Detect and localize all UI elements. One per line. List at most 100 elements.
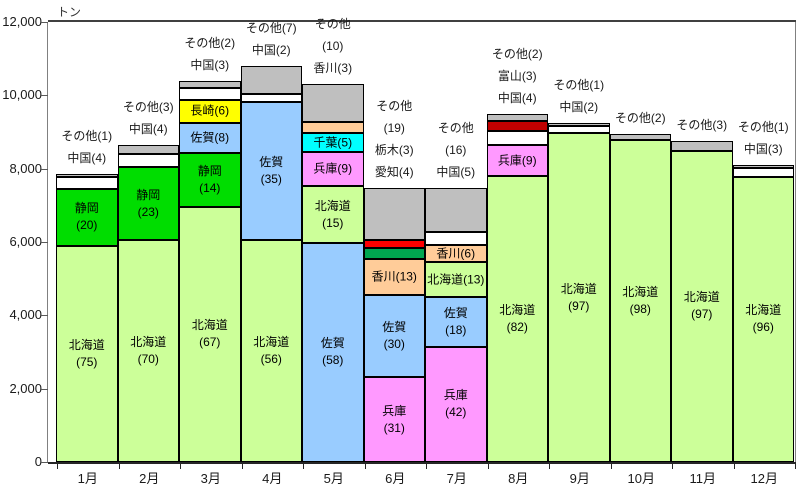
bar-segment-北海道 [302,186,364,243]
above-bar-label-line: (10) [322,39,344,54]
bar-segment-その他 [117,144,179,155]
bar-segment-兵庫 [486,145,548,177]
y-tick-mark [41,95,48,97]
x-tick-mark [610,464,612,469]
bar-segment-その他 [425,187,487,232]
bar-column-3月: 北海道 (67) 静岡 (14) 佐賀(8) 長崎(6) その他(2) 中国(3) [179,22,241,462]
y-axis-unit-label: トン [57,5,82,19]
bar-segment-中国 [117,154,179,168]
bar-column-4月: 北海道 (56) 佐賀 (35) その他(7) 中国(2) [240,21,302,462]
x-tick-mark [118,464,120,469]
x-tick-mark [303,464,304,469]
y-tick-label: 10,000 [2,87,42,103]
bar-segment-北海道 [486,176,548,462]
bar-segment-長崎 [179,99,241,123]
bar-segment-中国 [56,177,118,189]
above-bar-labels: その他(2) 中国(3) [153,32,267,76]
x-tick-mark [364,464,366,469]
above-bar-labels: その他(2) 富山(3) 中国(4) [461,43,575,109]
bar-segment-香川 [363,259,425,295]
above-bar-labels: その他(1) 中国(4) [30,125,144,169]
above-bar-labels: その他(1) 中国(2) [522,74,636,118]
x-axis-label: 1月 [77,471,98,486]
bar-segment-その他 [548,122,610,127]
x-axis-label: 9月 [569,471,590,486]
bar-segment-北海道 [671,150,733,462]
bar-segment-富山 [486,120,548,132]
above-bar-label-line: 中国(4) [497,90,537,105]
x-axis-label: 4月 [262,471,283,486]
bar-column-12月: 北海道 (96) その他(1) 中国(3) [732,22,794,462]
x-tick-mark [57,464,58,469]
bar-segment-その他 [240,66,302,94]
y-tick-label: 4,000 [9,307,42,323]
plot-area: 北海道 (75) 静岡 (20) その他(1) 中国(4) 北海道 (70) 静岡 (23) その他… [48,17,796,462]
above-bar-label-line: 中国(5) [436,164,476,179]
bar-segment-静岡 [179,153,241,207]
above-bar-label-line: その他 [314,17,351,32]
above-bar-label-line: その他(2) [184,35,236,50]
bars-row: 北海道 (75) 静岡 (20) その他(1) 中国(4) 北海道 (70) 静岡 (23) その他… [56,17,794,462]
bar-segment-北海道 [240,240,302,462]
y-tick-label: 8,000 [9,160,42,176]
above-bar-labels: その他(3) 中国(4) [92,96,206,140]
x-tick-mark [180,464,181,469]
y-tick-label: 0 [34,454,42,469]
above-bar-label-line: (16) [445,142,467,157]
above-bar-label-line: その他 [376,98,413,113]
bar-segment-兵庫 [363,376,425,462]
bar-segment-北海道 [732,176,794,462]
x-tick-mark [795,464,796,469]
bar-segment-佐賀 [425,297,487,347]
bar-segment-佐賀 [179,122,241,154]
plot-top-border [48,20,796,22]
bar-column-9月: 北海道 (97) その他(1) 中国(2) [548,22,610,462]
bar-column-11月: 北海道 (97) その他(3) [671,22,733,462]
bar-segment-その他 [363,187,425,240]
bar-segment-北海道 [609,140,671,462]
x-tick-mark [241,464,243,469]
bar-segment-中国 [179,88,241,100]
above-bar-label-line: その他 [437,120,474,135]
y-tick-mark [41,462,48,463]
bar-segment-北海道 [56,246,118,462]
above-bar-label-line: 中国(4) [67,151,107,166]
above-bar-labels: その他(1) 中国(3) [707,116,806,160]
bar-segment-栃木 [363,239,425,249]
above-bar-label-line: 栃木(3) [374,142,414,157]
x-axis-label: 7月 [446,471,467,486]
above-bar-labels: その他(3) [645,114,759,136]
x-axis-label: 8月 [508,471,529,486]
bar-segment-北海道 [117,239,179,462]
y-tick-label: 6,000 [9,234,42,249]
bar-column-1月: 北海道 (75) 静岡 (20) その他(1) 中国(4) [56,22,118,462]
bar-segment-香川 [425,245,487,262]
above-bar-label-line: 香川(3) [313,61,353,76]
y-tick-mark [41,315,48,317]
bar-column-2月: 北海道 (70) 静岡 (23) その他(3) 中国(4) [117,22,179,462]
above-bar-labels: その他 (19) 栃木(3) 愛知(4) [338,95,452,183]
above-bar-label-line: その他(7) [245,21,297,35]
bar-segment-静岡 [56,188,118,247]
bar-segment-千葉 [302,133,364,153]
bar-segment-北海道 [548,133,610,462]
bar-column-5月: 佐賀 (58) 北海道 (15) 兵庫(9) 千葉(5) その他 (10) 香川(3) [302,17,364,462]
above-bar-label-line: その他(1) [553,77,605,92]
y-tick-mark [41,168,48,170]
y-tick-label: 12,000 [2,14,42,29]
y-tick-label: 2,000 [9,380,42,396]
above-bar-label-line: その他(3) [676,118,728,133]
bar-segment-中国 [240,93,302,102]
above-bar-label-line: その他(1) [737,120,789,134]
above-bar-label-line: 中国(3) [743,142,783,156]
x-tick-mark [487,464,489,469]
bar-segment-その他 [671,141,733,151]
x-axis-label: 10月 [627,471,655,486]
bar-segment-その他 [732,165,794,168]
y-tick-mark [41,22,48,23]
above-bar-label-line: その他(1) [61,129,113,144]
above-bar-label-line: 中国(4) [128,121,168,136]
above-bar-labels: その他 (16) 中国(5) [399,117,513,183]
above-bar-labels: その他(2) [584,107,698,129]
